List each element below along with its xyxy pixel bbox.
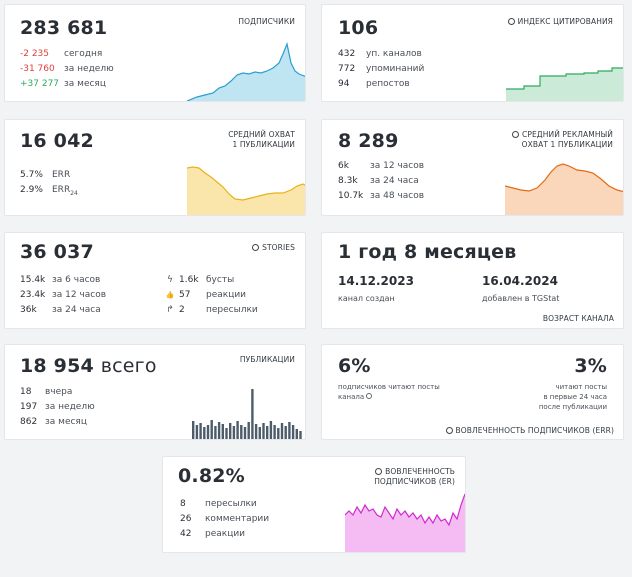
info-icon[interactable] bbox=[507, 18, 515, 25]
reach-label: СРЕДНИЙ ОХВАТ 1 ПУБЛИКАЦИИ bbox=[228, 130, 295, 149]
stat-row-24h: 36k за 24 часа bbox=[20, 305, 101, 315]
stat-row-12h: 23.4k за 12 часов bbox=[20, 290, 107, 300]
stat-row-month: 862 за месяц bbox=[20, 417, 87, 427]
citation-index: 106 bbox=[338, 17, 379, 39]
share-icon: ↱ bbox=[166, 305, 174, 315]
reach-stats: 5.7% ERR 2.9% ERR24 bbox=[20, 168, 78, 201]
posts-stats: 18 вчера 197 за неделю 862 за месяц bbox=[20, 385, 95, 430]
stat-row-24h: 8.3k за 24 часа bbox=[338, 176, 419, 186]
stat-row-err24: 2.9% ERR24 bbox=[20, 185, 78, 197]
subscribers-stats: -2 235 сегодня -31 760 за неделю +37 277 за… bbox=[20, 47, 114, 92]
stat-row-comments: 26 комментарии bbox=[180, 514, 270, 524]
stat-row-channels: 432 уп. каналов bbox=[338, 49, 422, 59]
subscribers-label: ПОДПИСЧИКИ bbox=[238, 17, 295, 26]
thumbs-up-icon: 👍 bbox=[165, 291, 175, 299]
citation-sparkline bbox=[506, 67, 623, 101]
reach-card[interactable]: 16 042 СРЕДНИЙ ОХВАТ 1 ПУБЛИКАЦИИ 5.7% ER… bbox=[4, 119, 306, 216]
stat-row-reactions: 42 реакции bbox=[180, 529, 246, 539]
stories-stats: 15.4k за 6 часов 23.4k за 12 часов 36k за 2… bbox=[20, 273, 106, 318]
stat-row-48h: 10.7k за 48 часов bbox=[338, 191, 425, 201]
subscribers-card[interactable]: 283 681 ПОДПИСЧИКИ -2 235 сегодня -31 760… bbox=[4, 4, 306, 102]
subscribers-count: 283 681 bbox=[20, 17, 108, 39]
ad-reach-sparkline bbox=[505, 163, 623, 215]
er-stats: 8 пересылки 26 комментарии 42 реакции bbox=[180, 497, 269, 542]
err-right-text: читают посты в первые 24 часа после публ… bbox=[538, 383, 607, 411]
stat-row-forwards: 8 пересылки bbox=[180, 499, 257, 509]
ad-reach-stats: 6k за 12 часов 8.3k за 24 часа 10.7k за 48 … bbox=[338, 159, 424, 204]
er-sparkline bbox=[345, 493, 465, 552]
er-value: 0.82% bbox=[178, 465, 245, 487]
err-label: ВОВЛЕЧЕННОСТЬ ПОДПИСЧИКОВ (ERR) bbox=[445, 426, 615, 436]
channel-age-value: 1 год 8 месяцев bbox=[338, 241, 517, 263]
channel-age-label: ВОЗРАСТ КАНАЛА bbox=[542, 314, 614, 323]
citation-label: ИНДЕКС ЦИТИРОВАНИЯ bbox=[507, 17, 613, 27]
stat-row-boosts: ϟ 1.6k бусты bbox=[165, 273, 258, 288]
err-left-value: 6% bbox=[338, 355, 371, 377]
posts-bar-chart bbox=[192, 389, 302, 439]
citation-stats: 432 уп. каналов 772 упоминаний 94 репостов bbox=[338, 47, 424, 92]
ad-reach-label: СРЕДНИЙ РЕКЛАМНЫЙ ОХВАТ 1 ПУБЛИКАЦИИ bbox=[512, 130, 613, 150]
stat-row-mentions: 772 упоминаний bbox=[338, 64, 425, 74]
err-right-value: 3% bbox=[574, 355, 607, 377]
err-left-text: подписчиков читают посты канала bbox=[338, 383, 440, 401]
reach-sparkline bbox=[187, 166, 305, 215]
created-text: канал создан bbox=[338, 294, 395, 303]
er-card[interactable]: 0.82% ВОВЛЕЧЕННОСТЬ ПОДПИСЧИКОВ (ER) 8 пе… bbox=[162, 456, 466, 553]
subscribers-sparkline bbox=[187, 41, 305, 101]
channel-age-card[interactable]: 1 год 8 месяцев 14.12.2023 канал создан … bbox=[321, 232, 624, 329]
stories-stats-extra: ϟ 1.6k бусты 👍 57 реакции ↱ 2 пересылки bbox=[165, 273, 258, 318]
posts-label: ПУБЛИКАЦИИ bbox=[239, 355, 295, 364]
posts-total: 18 954 всего bbox=[20, 355, 157, 377]
added-date: 16.04.2024 bbox=[482, 274, 558, 288]
stat-row-12h: 6k за 12 часов bbox=[338, 161, 425, 171]
ad-reach-value: 8 289 bbox=[338, 130, 399, 152]
stat-row-forwards: ↱ 2 пересылки bbox=[165, 303, 258, 318]
bolt-icon: ϟ bbox=[167, 275, 173, 285]
citation-card[interactable]: 106 ИНДЕКС ЦИТИРОВАНИЯ 432 уп. каналов 77… bbox=[321, 4, 624, 102]
stories-value: 36 037 bbox=[20, 241, 94, 263]
reach-value: 16 042 bbox=[20, 130, 94, 152]
stat-row-week: 197 за неделю bbox=[20, 402, 95, 412]
ad-reach-card[interactable]: 8 289 СРЕДНИЙ РЕКЛАМНЫЙ ОХВАТ 1 ПУБЛИКАЦ… bbox=[321, 119, 624, 216]
stat-row-today: -2 235 сегодня bbox=[20, 49, 103, 59]
posts-card[interactable]: 18 954 всего ПУБЛИКАЦИИ 18 вчера 197 за не… bbox=[4, 344, 306, 440]
stat-row-yesterday: 18 вчера bbox=[20, 387, 73, 397]
stat-row-week: -31 760 за неделю bbox=[20, 64, 114, 74]
info-icon[interactable] bbox=[252, 244, 260, 251]
stat-row-6h: 15.4k за 6 часов bbox=[20, 275, 101, 285]
created-date: 14.12.2023 bbox=[338, 274, 414, 288]
added-text: добавлен в TGStat bbox=[482, 294, 560, 303]
stat-row-reactions: 👍 57 реакции bbox=[165, 288, 258, 303]
info-icon[interactable] bbox=[366, 393, 373, 399]
info-icon[interactable] bbox=[512, 131, 519, 138]
info-icon[interactable] bbox=[445, 427, 453, 434]
stories-card[interactable]: 36 037 STORIES 15.4k за 6 часов 23.4k за 1… bbox=[4, 232, 306, 329]
stories-label: STORIES bbox=[252, 243, 295, 253]
stat-row-reposts: 94 репостов bbox=[338, 79, 410, 89]
err-card[interactable]: 6% подписчиков читают посты канала 3% чи… bbox=[321, 344, 624, 440]
info-icon[interactable] bbox=[375, 468, 383, 475]
stat-row-month: +37 277 за месяц bbox=[20, 79, 106, 89]
er-label: ВОВЛЕЧЕННОСТЬ ПОДПИСЧИКОВ (ER) bbox=[374, 467, 455, 486]
stat-row-err: 5.7% ERR bbox=[20, 170, 71, 180]
